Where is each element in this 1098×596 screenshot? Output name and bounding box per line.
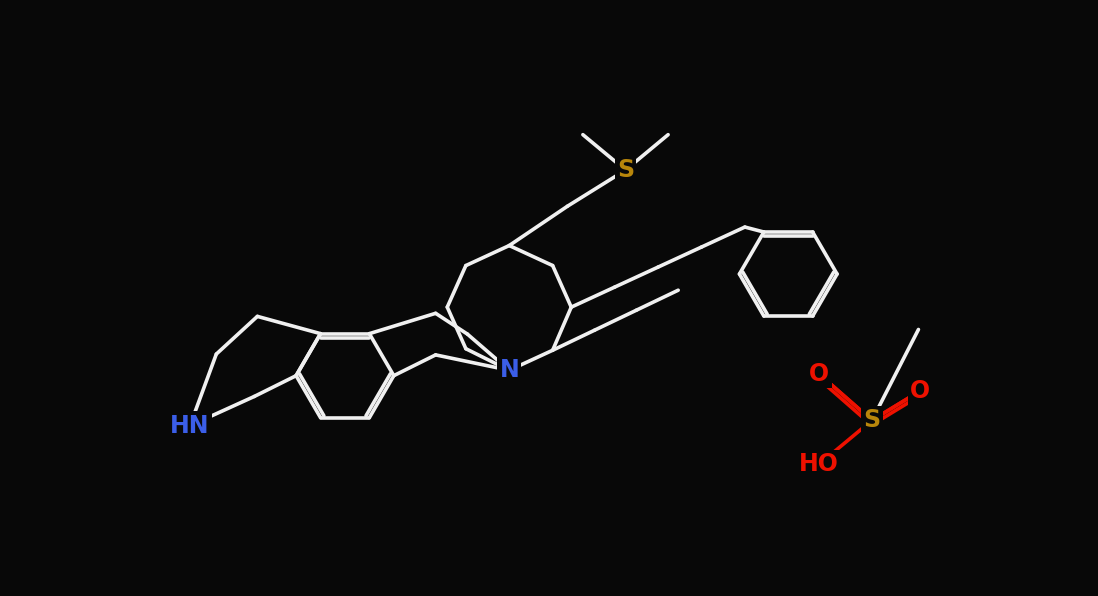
- Text: HO: HO: [799, 452, 839, 476]
- Text: O: O: [910, 379, 930, 403]
- Text: N: N: [500, 358, 519, 382]
- Text: O: O: [809, 362, 829, 386]
- Text: HN: HN: [170, 414, 210, 437]
- Text: S: S: [617, 158, 634, 182]
- Text: S: S: [863, 408, 881, 432]
